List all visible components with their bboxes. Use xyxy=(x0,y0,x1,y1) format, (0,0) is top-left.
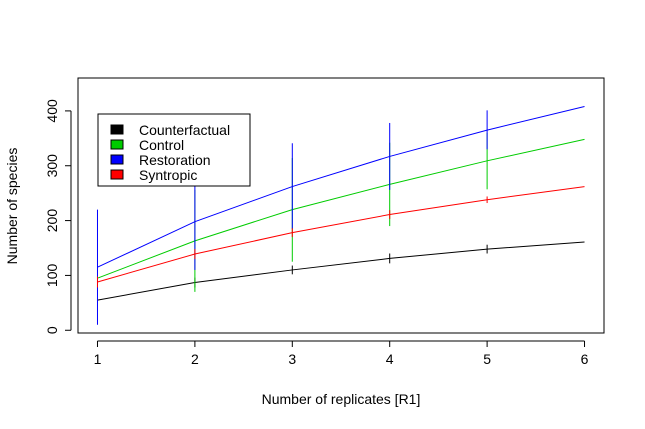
x-tick-label: 3 xyxy=(288,351,296,367)
x-tick-label: 4 xyxy=(386,351,394,367)
y-tick-label: 0 xyxy=(44,326,60,334)
legend-label: Syntropic xyxy=(139,167,197,183)
legend-label: Restoration xyxy=(139,152,211,168)
series-line-restoration xyxy=(97,106,585,268)
legend-label: Control xyxy=(139,137,184,153)
y-tick-label: 200 xyxy=(44,209,60,233)
legend-swatch xyxy=(110,139,124,150)
legend: CounterfactualControlRestorationSyntropi… xyxy=(97,113,251,187)
series-restoration xyxy=(96,106,585,325)
x-axis: 1 2 3 4 5 6 xyxy=(94,340,589,367)
x-tick-label: 5 xyxy=(483,351,491,367)
legend-swatch xyxy=(110,124,124,135)
plot-frame xyxy=(77,77,605,334)
series-line-counterfactual xyxy=(97,241,585,301)
x-tick-label: 1 xyxy=(94,351,102,367)
series-layer xyxy=(96,106,585,325)
legend-label: Counterfactual xyxy=(139,122,230,138)
x-tick-label: 2 xyxy=(191,351,199,367)
y-tick-label: 400 xyxy=(44,99,60,123)
x-tick-label: 6 xyxy=(581,351,589,367)
y-axis-title: Number of species xyxy=(4,148,20,265)
series-line-syntropic xyxy=(97,186,585,283)
series-line-control xyxy=(97,138,585,279)
y-tick-label: 100 xyxy=(44,264,60,288)
legend-swatch xyxy=(110,169,124,180)
series-syntropic xyxy=(96,186,585,288)
legend-swatch xyxy=(110,154,124,165)
x-axis-title: Number of replicates [R1] xyxy=(262,391,421,407)
y-axis: 0 100 200 300 400 xyxy=(44,99,72,334)
y-tick-label: 300 xyxy=(44,154,60,178)
